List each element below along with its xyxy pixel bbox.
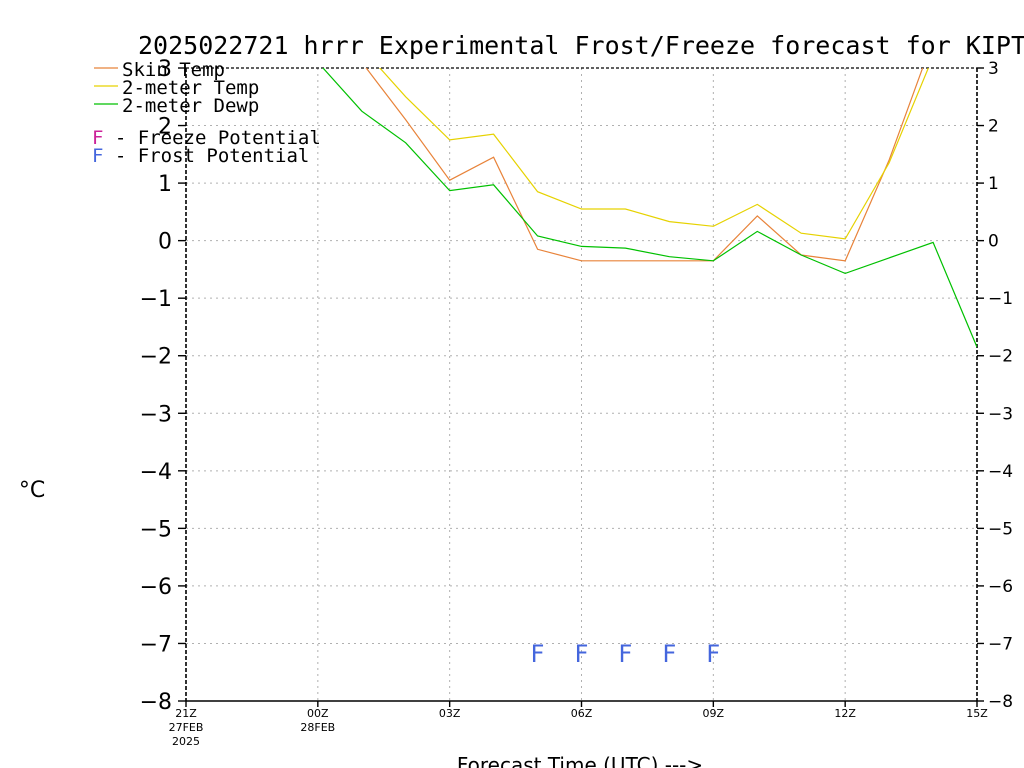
y-axis-right: 3 2 1 0 −1 −2 −3 −4 −5 −6 −7 −8 — [977, 59, 1013, 712]
y-tick-label-left: −7 — [140, 632, 172, 657]
y-tick-label-left: −3 — [140, 402, 172, 427]
y-axis-label: °C — [19, 478, 45, 503]
y-tick-label-left: −1 — [140, 287, 172, 312]
y-axis-left: 3 2 1 0 −1 −2 −3 −4 −5 −6 −7 −8 — [140, 57, 186, 715]
series-line-skin-temp — [365, 68, 924, 262]
x-tick-label: 12Z — [834, 707, 856, 720]
y-tick-label-right: −6 — [988, 577, 1013, 597]
x-tick-label: 2025 — [172, 735, 200, 748]
legend-flag-letter: F — [92, 145, 103, 167]
x-tick-label: 28FEB — [300, 721, 335, 734]
legend-label: 2-meter Temp — [122, 77, 259, 99]
y-tick-label-left: −4 — [140, 460, 172, 485]
series-line-2-meter-dewp — [322, 68, 977, 348]
y-tick-label-right: −8 — [988, 692, 1013, 712]
x-tick-label: 00Z — [307, 707, 329, 720]
legend-label: Skin Temp — [122, 59, 225, 81]
y-tick-label-right: −7 — [988, 634, 1013, 654]
frost-flag-marker: F — [575, 640, 589, 668]
y-tick-label-left: 0 — [158, 230, 172, 255]
frost-flag-marker: F — [619, 640, 633, 668]
frost-flag-marker: F — [662, 640, 676, 668]
y-tick-label-right: 0 — [988, 232, 999, 252]
y-tick-label-left: −8 — [140, 690, 172, 715]
y-tick-label-right: −4 — [988, 462, 1013, 482]
x-tick-label: 03Z — [439, 707, 461, 720]
legend-flag-entry: F - Frost Potential — [92, 145, 309, 167]
y-tick-label-right: −2 — [988, 347, 1013, 367]
y-tick-label-left: 3 — [158, 57, 172, 82]
x-tick-label: 21Z — [175, 707, 197, 720]
legend-flag-entry: F - Freeze Potential — [92, 127, 321, 149]
y-tick-label-left: −6 — [140, 575, 172, 600]
series-line-2-meter-temp — [379, 68, 929, 240]
y-tick-label-right: 1 — [988, 174, 999, 194]
x-tick-label: 09Z — [703, 707, 725, 720]
y-tick-label-right: 2 — [988, 117, 999, 137]
chart-title: 2025022721 hrrr Experimental Frost/Freez… — [138, 31, 1024, 60]
legend-flag-letter: F — [92, 127, 103, 149]
frost-flag-marker: F — [706, 640, 720, 668]
y-tick-label-left: −5 — [140, 517, 172, 542]
y-tick-label-right: 3 — [988, 59, 999, 79]
y-tick-label-right: −5 — [988, 519, 1013, 539]
y-tick-label-left: 2 — [158, 115, 172, 140]
y-tick-label-right: −1 — [988, 289, 1013, 309]
x-tick-label: 27FEB — [169, 721, 204, 734]
x-tick-label: 06Z — [571, 707, 593, 720]
frost-flag-marker: F — [531, 640, 545, 668]
legend-flag-label: - Freeze Potential — [103, 127, 320, 149]
y-tick-label-left: −2 — [140, 345, 172, 370]
legend-label: 2-meter Dewp — [122, 95, 259, 117]
y-tick-label-right: −3 — [988, 404, 1013, 424]
y-tick-label-left: 1 — [158, 172, 172, 197]
x-axis-label: Forecast Time (UTC) ---> — [457, 753, 703, 768]
x-tick-label: 15Z — [966, 707, 988, 720]
series-lines — [322, 68, 977, 348]
legend-flag-label: - Frost Potential — [103, 145, 309, 167]
